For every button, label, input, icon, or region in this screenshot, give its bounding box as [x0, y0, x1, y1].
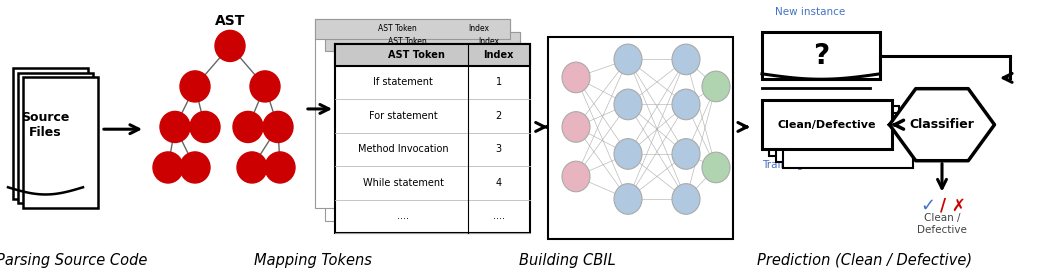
Text: Clean/Defective: Clean/Defective	[778, 120, 876, 130]
Text: New instance: New instance	[775, 7, 846, 17]
Ellipse shape	[265, 152, 295, 183]
Text: 2: 2	[495, 111, 502, 121]
Text: / ✗: / ✗	[940, 196, 966, 214]
Ellipse shape	[702, 71, 730, 102]
FancyBboxPatch shape	[325, 31, 520, 51]
FancyBboxPatch shape	[783, 119, 914, 168]
Text: Index: Index	[479, 37, 500, 46]
Text: AST Token: AST Token	[378, 24, 416, 33]
Ellipse shape	[215, 30, 245, 62]
FancyBboxPatch shape	[547, 37, 733, 240]
Ellipse shape	[237, 152, 267, 183]
Ellipse shape	[160, 111, 190, 143]
FancyBboxPatch shape	[335, 44, 530, 66]
Text: AST Token: AST Token	[387, 37, 427, 46]
FancyBboxPatch shape	[769, 106, 899, 156]
Text: 4: 4	[495, 178, 502, 188]
Text: Index: Index	[468, 24, 489, 33]
Text: ....: ....	[397, 211, 410, 221]
Text: Index: Index	[484, 50, 514, 60]
Text: Prediction (Clean / Defective): Prediction (Clean / Defective)	[758, 253, 972, 268]
FancyBboxPatch shape	[13, 68, 88, 199]
Ellipse shape	[562, 62, 590, 93]
Ellipse shape	[263, 111, 293, 143]
FancyBboxPatch shape	[335, 44, 530, 233]
Text: Building CBIL: Building CBIL	[519, 253, 616, 268]
FancyBboxPatch shape	[315, 19, 510, 208]
Text: AST: AST	[214, 14, 245, 28]
Text: ✓: ✓	[921, 196, 936, 214]
Text: Classifier: Classifier	[909, 118, 974, 131]
Text: Source
Files: Source Files	[21, 111, 70, 139]
Ellipse shape	[153, 152, 182, 183]
Text: If statement: If statement	[373, 78, 433, 88]
Ellipse shape	[180, 71, 210, 102]
Text: Parsing Source Code: Parsing Source Code	[0, 253, 147, 268]
Ellipse shape	[614, 44, 642, 75]
Polygon shape	[889, 89, 994, 161]
FancyBboxPatch shape	[776, 112, 906, 162]
Text: AST Token: AST Token	[388, 50, 446, 60]
FancyBboxPatch shape	[23, 78, 98, 208]
Ellipse shape	[702, 152, 730, 183]
Text: Training instances: Training instances	[762, 160, 856, 170]
Ellipse shape	[233, 111, 263, 143]
Ellipse shape	[614, 184, 642, 214]
Text: 1: 1	[495, 78, 502, 88]
Ellipse shape	[672, 89, 700, 120]
Text: 3: 3	[495, 144, 502, 154]
Ellipse shape	[672, 44, 700, 75]
Ellipse shape	[562, 161, 590, 192]
FancyBboxPatch shape	[325, 31, 520, 221]
Ellipse shape	[250, 71, 280, 102]
Text: While statement: While statement	[363, 178, 443, 188]
Text: Mapping Tokens: Mapping Tokens	[254, 253, 372, 268]
FancyBboxPatch shape	[762, 33, 880, 79]
FancyBboxPatch shape	[315, 19, 510, 39]
Ellipse shape	[190, 111, 220, 143]
Text: ....: ....	[492, 211, 505, 221]
Ellipse shape	[672, 184, 700, 214]
FancyBboxPatch shape	[762, 100, 892, 149]
Ellipse shape	[614, 139, 642, 169]
Text: Method Invocation: Method Invocation	[358, 144, 449, 154]
Ellipse shape	[614, 89, 642, 120]
Ellipse shape	[562, 112, 590, 142]
FancyBboxPatch shape	[18, 73, 93, 204]
Text: Clean /
Defective: Clean / Defective	[917, 213, 967, 235]
Ellipse shape	[180, 152, 210, 183]
Text: ?: ?	[813, 42, 829, 70]
Text: For statement: For statement	[369, 111, 437, 121]
Ellipse shape	[672, 139, 700, 169]
